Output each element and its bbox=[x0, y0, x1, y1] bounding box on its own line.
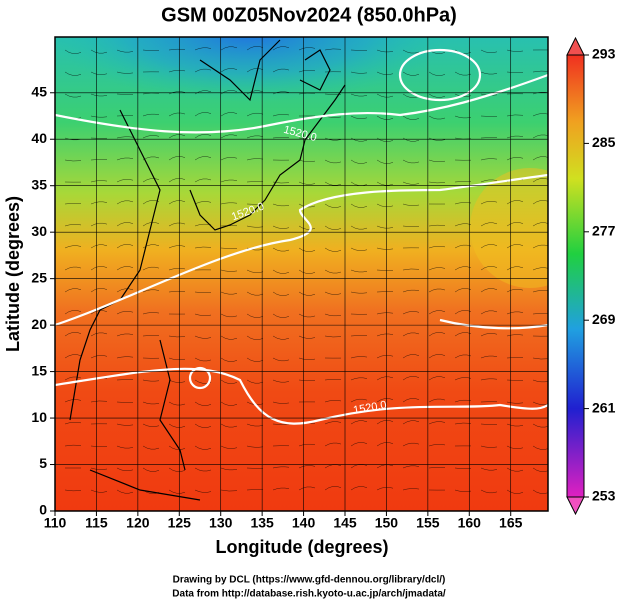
x-tick-label: 135 bbox=[250, 515, 274, 531]
y-tick-label: 20 bbox=[31, 316, 47, 332]
x-tick-label: 125 bbox=[168, 515, 192, 531]
credit: Data from http://database.rish.kyoto-u.a… bbox=[172, 589, 446, 600]
y-tick-label: 5 bbox=[39, 455, 47, 471]
colorbar-tick-label: 269 bbox=[592, 311, 616, 327]
colorbar-cap bbox=[567, 38, 584, 55]
x-tick-label: 155 bbox=[416, 515, 440, 531]
y-tick-label: 30 bbox=[31, 223, 47, 239]
colorbar bbox=[567, 55, 584, 497]
x-tick-label: 130 bbox=[209, 515, 233, 531]
y-tick-label: 10 bbox=[31, 409, 47, 425]
y-axis-label: Latitude (degrees) bbox=[3, 196, 23, 352]
colorbar-cap bbox=[567, 497, 584, 514]
x-tick-label: 165 bbox=[499, 515, 523, 531]
colorbar-tick-label: 261 bbox=[592, 399, 616, 415]
x-tick-label: 160 bbox=[458, 515, 482, 531]
colorbar-tick-label: 277 bbox=[592, 223, 616, 239]
map-field bbox=[50, 0, 590, 511]
x-axis-label: Longitude (degrees) bbox=[215, 537, 388, 557]
colorbar-tick-label: 253 bbox=[592, 488, 616, 504]
y-tick-label: 15 bbox=[31, 362, 47, 378]
x-tick-label: 140 bbox=[292, 515, 316, 531]
y-tick-label: 25 bbox=[31, 269, 47, 285]
y-tick-label: 0 bbox=[39, 502, 47, 518]
x-tick-label: 120 bbox=[126, 515, 150, 531]
y-tick-label: 40 bbox=[31, 130, 47, 146]
x-tick-label: 145 bbox=[333, 515, 357, 531]
x-tick-label: 110 bbox=[44, 515, 67, 531]
colorbar-tick-label: 293 bbox=[592, 46, 616, 62]
y-tick-label: 35 bbox=[31, 176, 47, 192]
credit: Drawing by DCL (https://www.gfd-dennou.o… bbox=[173, 575, 446, 586]
x-tick-label: 150 bbox=[375, 515, 399, 531]
y-tick-label: 45 bbox=[31, 83, 47, 99]
colorbar-tick-label: 285 bbox=[592, 134, 616, 150]
chart-title: GSM 00Z05Nov2024 (850.0hPa) bbox=[161, 4, 457, 26]
x-tick-label: 115 bbox=[85, 515, 108, 531]
